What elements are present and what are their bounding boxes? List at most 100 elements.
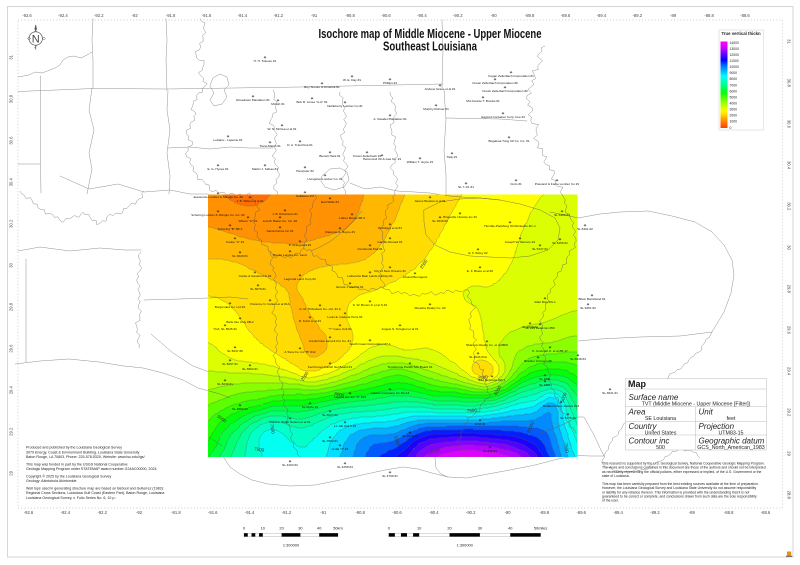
svg-text:6000: 6000 (334, 391, 345, 399)
svg-text:Leblanc - Lejaune #1: Leblanc - Lejaune #1 (214, 138, 243, 142)
svg-text:12500: 12500 (427, 447, 441, 455)
svg-text:Crown Zellerbach #1: Crown Zellerbach #1 (353, 154, 382, 158)
svg-text:Jeanerette Lumber & Shingle Co: Jeanerette Lumber & Shingle Co. #2 (193, 195, 243, 199)
svg-text:-89.4: -89.4 (613, 510, 623, 515)
svg-text:SL 7-1/1 #1: SL 7-1/1 #1 (458, 185, 474, 189)
svg-text:Unit: Unit (699, 408, 714, 417)
svg-text:-92.6: -92.6 (24, 510, 34, 515)
svg-text:3000: 3000 (730, 108, 738, 112)
svg-text:-90.4: -90.4 (417, 13, 427, 18)
svg-text:30.4: 30.4 (787, 161, 792, 170)
svg-text:5000: 5000 (730, 95, 738, 99)
svg-text:Country: Country (629, 422, 658, 431)
svg-text:SL 3841 #1: SL 3841 #1 (602, 391, 618, 395)
svg-text:-89.2: -89.2 (650, 510, 660, 515)
svg-text:Map: Map (628, 379, 647, 389)
svg-text:Fernbomes Parish Set Board #1: Fernbomes Parish Set Board #1 (308, 365, 352, 369)
svg-text:Lakene Co. Inc "C" #16: Lakene Co. Inc "C" #16 (334, 395, 366, 399)
svg-text:7000: 7000 (730, 83, 738, 87)
svg-text:Santa Farms Inc #1: Santa Farms Inc #1 (267, 229, 294, 233)
svg-text:Andrew Grace et al #1: Andrew Grace et al #1 (425, 87, 456, 91)
svg-text:500: 500 (656, 445, 665, 451)
svg-text:10000: 10000 (526, 420, 536, 434)
svg-text:20: 20 (279, 526, 284, 531)
svg-text:-92.2: -92.2 (94, 13, 104, 18)
svg-text:The views and conclusions cont: The views and conclusions contained in t… (602, 466, 766, 470)
svg-text:Earl Willis #1: Earl Willis #1 (321, 200, 339, 204)
svg-text:Projection: Projection (699, 422, 735, 431)
svg-text:A Tona Co. Inc "B" #12: A Tona Co. Inc "B" #12 (284, 350, 315, 354)
svg-text:Cambrintus Land & Fur Co. #1: Cambrintus Land & Fur Co. #1 (309, 339, 351, 343)
svg-text:30: 30 (9, 262, 14, 267)
svg-text:Sheeltra Realty Co. #2: Sheeltra Realty Co. #2 (414, 306, 445, 310)
svg-text:-89: -89 (670, 13, 677, 18)
svg-text:SL 3029 #1: SL 3029 #1 (232, 254, 248, 258)
svg-text:Nettleberry Lumber Co #1: Nettleberry Lumber Co #1 (327, 104, 363, 108)
svg-text:-91.6: -91.6 (208, 510, 218, 515)
svg-text:-89.2: -89.2 (633, 13, 643, 18)
svg-text:SL 4799 #1: SL 4799 #1 (382, 474, 398, 478)
svg-text:30.8: 30.8 (9, 94, 14, 103)
svg-text:-90.2: -90.2 (453, 13, 463, 18)
svg-text:-91.2: -91.2 (282, 510, 292, 515)
svg-text:-90.6: -90.6 (392, 510, 402, 515)
svg-text:SL 2043 #1A: SL 2043 #1A (469, 355, 488, 359)
svg-text:-89.6: -89.6 (561, 13, 571, 18)
svg-text:2000: 2000 (730, 114, 738, 118)
svg-text:40: 40 (317, 526, 322, 531)
svg-text:as necessarily representing th: as necessarily representing the official… (602, 470, 761, 474)
svg-text:Lagonda Land Corp #2: Lagonda Land Corp #2 (284, 277, 316, 281)
svg-text:This map was funded in part by: This map was funded in part by the USGS … (26, 462, 128, 466)
svg-text:Bob R. Jones "A-A" #1: Bob R. Jones "A-A" #1 (296, 100, 327, 104)
svg-text:1000: 1000 (730, 120, 738, 124)
svg-text:Burgundea Co. Ltd #1: Burgundea Co. Ltd #1 (215, 305, 246, 309)
svg-text:Southeast Louisiana: Southeast Louisiana (383, 39, 478, 54)
svg-text:30: 30 (298, 526, 303, 531)
svg-text:1:300000: 1:300000 (283, 543, 300, 548)
svg-text:29.8: 29.8 (9, 302, 14, 311)
svg-text:-89: -89 (689, 510, 696, 515)
svg-text:30.2: 30.2 (787, 202, 792, 211)
svg-text:30: 30 (787, 245, 792, 250)
svg-text:20: 20 (447, 526, 452, 531)
svg-text:Louis E. Cadena Heirs #1: Louis E. Cadena Heirs #1 (327, 315, 363, 319)
svg-text:29.6: 29.6 (787, 326, 792, 335)
svg-text:#42 Dl (mose #2) 1: #42 Dl (mose #2) 1 (479, 378, 506, 382)
svg-text:Isochore map of Middle Miocene: Isochore map of Middle Miocene - Upper M… (319, 26, 542, 41)
svg-text:Surface name: Surface name (629, 393, 679, 402)
svg-text:SL 5047 #6: SL 5047 #6 (227, 349, 243, 353)
svg-text:SL 8461 #2: SL 8461 #2 (577, 227, 593, 231)
svg-text:Well tops used in generating s: Well tops used in generating structure m… (26, 486, 164, 490)
svg-text:2500: 2500 (419, 258, 429, 269)
svg-text:GCS_North_American_1983: GCS_North_American_1983 (697, 445, 764, 451)
svg-text:Hammond Oil & Gas Co. #1: Hammond Oil & Gas Co. #1 (363, 157, 402, 161)
svg-text:SL Myrle #1: SL Myrle #1 (302, 405, 319, 409)
svg-text:-91.2: -91.2 (274, 13, 284, 18)
svg-text:7500: 7500 (467, 408, 478, 414)
svg-text:E. G. Hynes #1: E. G. Hynes #1 (208, 167, 229, 171)
svg-text:-90.8: -90.8 (345, 13, 355, 18)
svg-text:2500: 2500 (477, 374, 488, 381)
svg-text:SL 2043 #1: SL 2043 #1 (522, 325, 538, 329)
svg-text:-88.8: -88.8 (724, 510, 734, 515)
svg-text:South Coast Corporation #7-1: South Coast Corporation #7-1 (349, 342, 390, 346)
svg-text:Schering Lumber & Shingle Co.: Schering Lumber & Shingle Co. Inc. #2 (191, 213, 245, 217)
svg-text:0: 0 (388, 526, 391, 531)
svg-text:Produced and published by the: Produced and published by the Louisiana … (26, 446, 122, 450)
svg-text:1133 #1: 1133 #1 (475, 422, 486, 426)
svg-text:This map has been carefully pr: This map has been carefully prepared fro… (602, 482, 759, 486)
svg-text:J. B. Wilson et al #1: J. B. Wilson et al #1 (236, 199, 264, 203)
svg-text:2500: 2500 (300, 370, 310, 381)
svg-text:SL 5409 #1: SL 5409 #1 (554, 213, 570, 217)
svg-text:D. A. Tranchina #1: D. A. Tranchina #1 (287, 143, 313, 147)
svg-text:-89.8: -89.8 (525, 13, 535, 18)
svg-text:7500: 7500 (563, 442, 570, 453)
svg-text:Area: Area (628, 408, 646, 417)
svg-text:29.4: 29.4 (787, 367, 792, 376)
svg-text:This research is supported by: This research is supported by the U.S. G… (602, 462, 765, 466)
svg-text:-90.2: -90.2 (466, 510, 476, 515)
svg-text:Polevard & Favre Lumber Co #1: Polevard & Favre Lumber Co #1 (535, 182, 580, 186)
svg-text:SL 5476 #1: SL 5476 #1 (560, 416, 576, 420)
svg-text:Angelo S. Torsgleri et al #1: Angelo S. Torsgleri et al #1 (382, 327, 419, 331)
svg-text:29.6: 29.6 (9, 344, 14, 353)
